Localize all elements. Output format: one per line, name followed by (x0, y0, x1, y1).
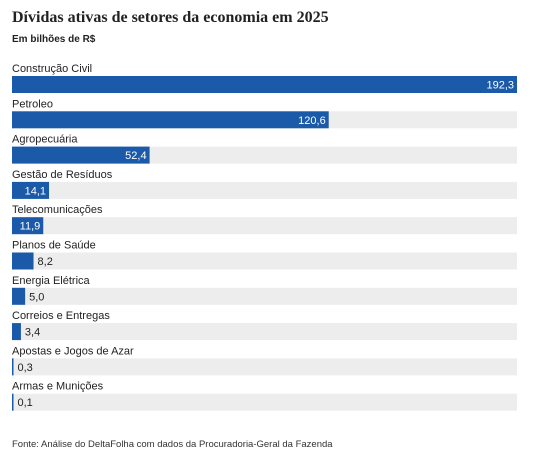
value-label: 192,3 (486, 80, 514, 92)
category-label: Energia Elétrica (12, 275, 91, 287)
value-label: 0,1 (18, 397, 33, 409)
chart-subtitle: Em bilhões de R$ (12, 34, 96, 45)
bar-track (12, 323, 517, 341)
bar-track (12, 358, 517, 376)
bar (12, 323, 21, 341)
category-label: Petroleo (12, 98, 53, 110)
bar (12, 217, 44, 235)
source-note: Fonte: Análise do DeltaFolha com dados d… (12, 439, 333, 450)
value-label: 5,0 (29, 291, 44, 303)
category-label: Armas e Munições (12, 381, 104, 393)
value-label: 0,3 (18, 362, 33, 374)
bar (12, 181, 50, 199)
bar (12, 76, 517, 93)
category-label: Gestão de Resíduos (12, 169, 113, 181)
bar (12, 252, 34, 270)
bar-track (12, 252, 517, 270)
value-label: 52,4 (125, 150, 146, 162)
category-label: Construção Civil (12, 63, 92, 75)
bar-track (12, 217, 517, 235)
bar (12, 358, 14, 376)
value-label: 3,4 (25, 327, 40, 339)
category-label: Correios e Entregas (12, 310, 110, 322)
category-label: Agropecuária (12, 134, 78, 146)
bar-track (12, 393, 517, 411)
bar (12, 287, 26, 305)
value-label: 8,2 (38, 256, 53, 268)
bar (12, 111, 329, 129)
value-label: 120,6 (298, 115, 326, 127)
bar-track (12, 287, 517, 305)
chart-title: Dívidas ativas de setores da economia em… (12, 9, 329, 26)
bar-track (12, 181, 517, 199)
category-label: Telecomunicações (12, 204, 103, 216)
value-label: 14,1 (25, 185, 46, 197)
value-label: 11,9 (20, 221, 41, 233)
bar (12, 146, 150, 164)
bar (12, 393, 14, 411)
category-label: Apostas e Jogos de Azar (12, 345, 134, 357)
category-label: Planos de Saúde (12, 240, 96, 252)
